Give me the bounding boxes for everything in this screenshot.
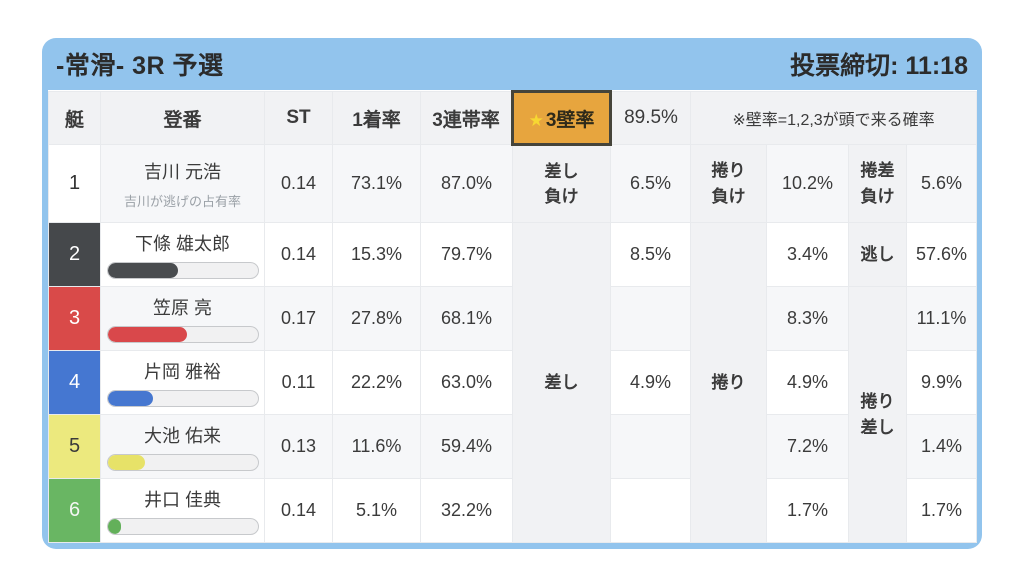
boat-number-2: 2 <box>48 222 101 287</box>
tactic-value: 3.4% <box>766 222 849 287</box>
st-value: 0.14 <box>264 478 333 543</box>
win1-rate: 73.1% <box>332 144 421 223</box>
tactic-label-sashi-make: 差し 負け <box>512 144 611 223</box>
racer-cell-1: 吉川 元浩 吉川が逃げの占有率 <box>100 144 265 223</box>
tactic-value: 8.3% <box>766 286 849 351</box>
tactic-value: 6.5% <box>610 144 691 223</box>
rate-bar-track <box>106 326 259 343</box>
boat-number-6: 6 <box>48 478 101 543</box>
boat-number-5: 5 <box>48 414 101 479</box>
top3-rate: 63.0% <box>420 350 513 415</box>
win1-rate: 5.1% <box>332 478 421 543</box>
racer-row-2: 2 下條 雄太郎 0.14 15.3% 79.7% 差し 8.5% 捲り 3.4… <box>48 222 978 543</box>
vote-deadline: 投票締切: 11:18 <box>790 52 968 80</box>
tactic-value: 7.2% <box>766 414 849 479</box>
racer-row-5: 5 大池 佑来 0.13 11.6% 59.4% 7.2% 1.4% <box>48 414 978 479</box>
tactic-value-empty <box>610 414 691 479</box>
top3-rate: 59.4% <box>420 414 513 479</box>
win1-rate: 27.8% <box>332 286 421 351</box>
tactic-value-empty <box>610 478 691 543</box>
tactic-value: 4.9% <box>610 350 691 415</box>
tactic-value: 57.6% <box>905 222 978 287</box>
tactic-value: 9.9% <box>905 350 978 415</box>
tactic-value: 4.9% <box>766 350 849 415</box>
racer-cell-6: 井口 佳典 <box>100 478 265 543</box>
tactic-label-makuri-make: 捲り 負け <box>690 144 767 223</box>
rate-bar-track <box>106 454 259 471</box>
racer-row-1: 1 吉川 元浩 吉川が逃げの占有率 0.14 73.1% 87.0% 差し 負け… <box>48 144 978 223</box>
win1-rate: 22.2% <box>332 350 421 415</box>
boat-number-4: 4 <box>48 350 101 415</box>
col-header-win1: 1着率 <box>332 91 421 145</box>
racer-subtitle: 吉川が逃げの占有率 <box>123 193 241 209</box>
racer-cell-5: 大池 佑来 <box>100 414 265 479</box>
st-value: 0.17 <box>264 286 333 351</box>
racer-cell-3: 笠原 亮 <box>100 286 265 351</box>
col-header-boat: 艇 <box>48 91 101 145</box>
racer-name: 大池 佑来 <box>143 426 221 446</box>
tactic-label-sashi-merged: 差し <box>512 222 611 543</box>
top3-rate: 87.0% <box>420 144 513 223</box>
wall3-total-value: 89.5% <box>610 91 691 145</box>
table-header-row: 艇 登番 ST 1着率 3連帯率 ★ 3壁率 89.5% ※壁率=1,2,3が頭で… <box>48 90 978 146</box>
tactic-label-makuri-merged: 捲り <box>690 222 767 543</box>
top3-rate: 32.2% <box>420 478 513 543</box>
racer-cell-4: 片岡 雅裕 <box>100 350 265 415</box>
top3-rate: 79.7% <box>420 222 513 287</box>
st-value: 0.14 <box>264 144 333 223</box>
tactic-value: 5.6% <box>905 144 978 223</box>
tactic-value: 8.5% <box>610 222 691 287</box>
racer-name: 片岡 雅裕 <box>143 362 221 382</box>
rate-bar-track <box>106 390 259 407</box>
tactic-value: 10.2% <box>766 144 849 223</box>
racer-row-4: 4 片岡 雅裕 0.11 22.2% 63.0% 4.9% 4.9% 9.9% <box>48 350 978 415</box>
wall3-label: 3壁率 <box>545 109 595 131</box>
racer-name: 笠原 亮 <box>152 298 212 318</box>
star-icon: ★ <box>528 110 544 130</box>
rate-bar-fill <box>107 327 187 342</box>
racer-name: 下條 雄太郎 <box>134 234 230 254</box>
tactic-label-makurizashi-make: 捲差 負け <box>848 144 907 223</box>
tactic-label-makurizashi-merged: 捲り 差し <box>848 286 907 543</box>
rate-bar-track <box>106 262 259 279</box>
tactic-value: 11.1% <box>905 286 978 351</box>
win1-rate: 15.3% <box>332 222 421 287</box>
racer-cell-2: 下條 雄太郎 <box>100 222 265 287</box>
rate-bar-fill <box>107 391 153 406</box>
st-value: 0.11 <box>264 350 333 415</box>
col-header-top3: 3連帯率 <box>420 91 513 145</box>
racer-row-6: 6 井口 佳典 0.14 5.1% 32.2% 1.7% 1.7% <box>48 478 978 543</box>
wall-rate-note: ※壁率=1,2,3が頭で来る確率 <box>689 91 978 145</box>
racer-name: 吉川 元浩 <box>143 161 221 182</box>
rate-bar-fill <box>107 519 121 534</box>
tactic-value-empty <box>610 286 691 351</box>
rate-bar-fill <box>107 455 145 470</box>
win1-rate: 11.6% <box>332 414 421 479</box>
tactic-value: 1.4% <box>905 414 978 479</box>
panel-header: -常滑- 3R 予選 投票締切: 11:18 <box>48 38 976 90</box>
tactic-value: 1.7% <box>766 478 849 543</box>
tactic-value: 1.7% <box>905 478 978 543</box>
col-header-st: ST <box>264 91 333 145</box>
rate-bar-fill <box>107 263 178 278</box>
race-table: 艇 登番 ST 1着率 3連帯率 ★ 3壁率 89.5% ※壁率=1,2,3が頭で… <box>48 90 978 543</box>
st-value: 0.13 <box>264 414 333 479</box>
racer-name: 井口 佳典 <box>143 490 221 510</box>
tactic-label-nigashi: 逃し <box>848 222 907 287</box>
racer-row-3: 3 笠原 亮 0.17 27.8% 68.1% 8.3% 捲り 差し 11.1% <box>48 286 978 543</box>
boat-number-1: 1 <box>48 144 101 223</box>
col-header-wall3[interactable]: ★ 3壁率 <box>511 90 612 146</box>
race-title: -常滑- 3R 予選 <box>56 52 224 80</box>
col-header-racer: 登番 <box>100 91 265 145</box>
top3-rate: 68.1% <box>420 286 513 351</box>
st-value: 0.14 <box>264 222 333 287</box>
boat-number-3: 3 <box>48 286 101 351</box>
race-panel: -常滑- 3R 予選 投票締切: 11:18 艇 登番 ST 1着率 3連帯率 … <box>42 38 982 549</box>
rate-bar-track <box>106 518 259 535</box>
